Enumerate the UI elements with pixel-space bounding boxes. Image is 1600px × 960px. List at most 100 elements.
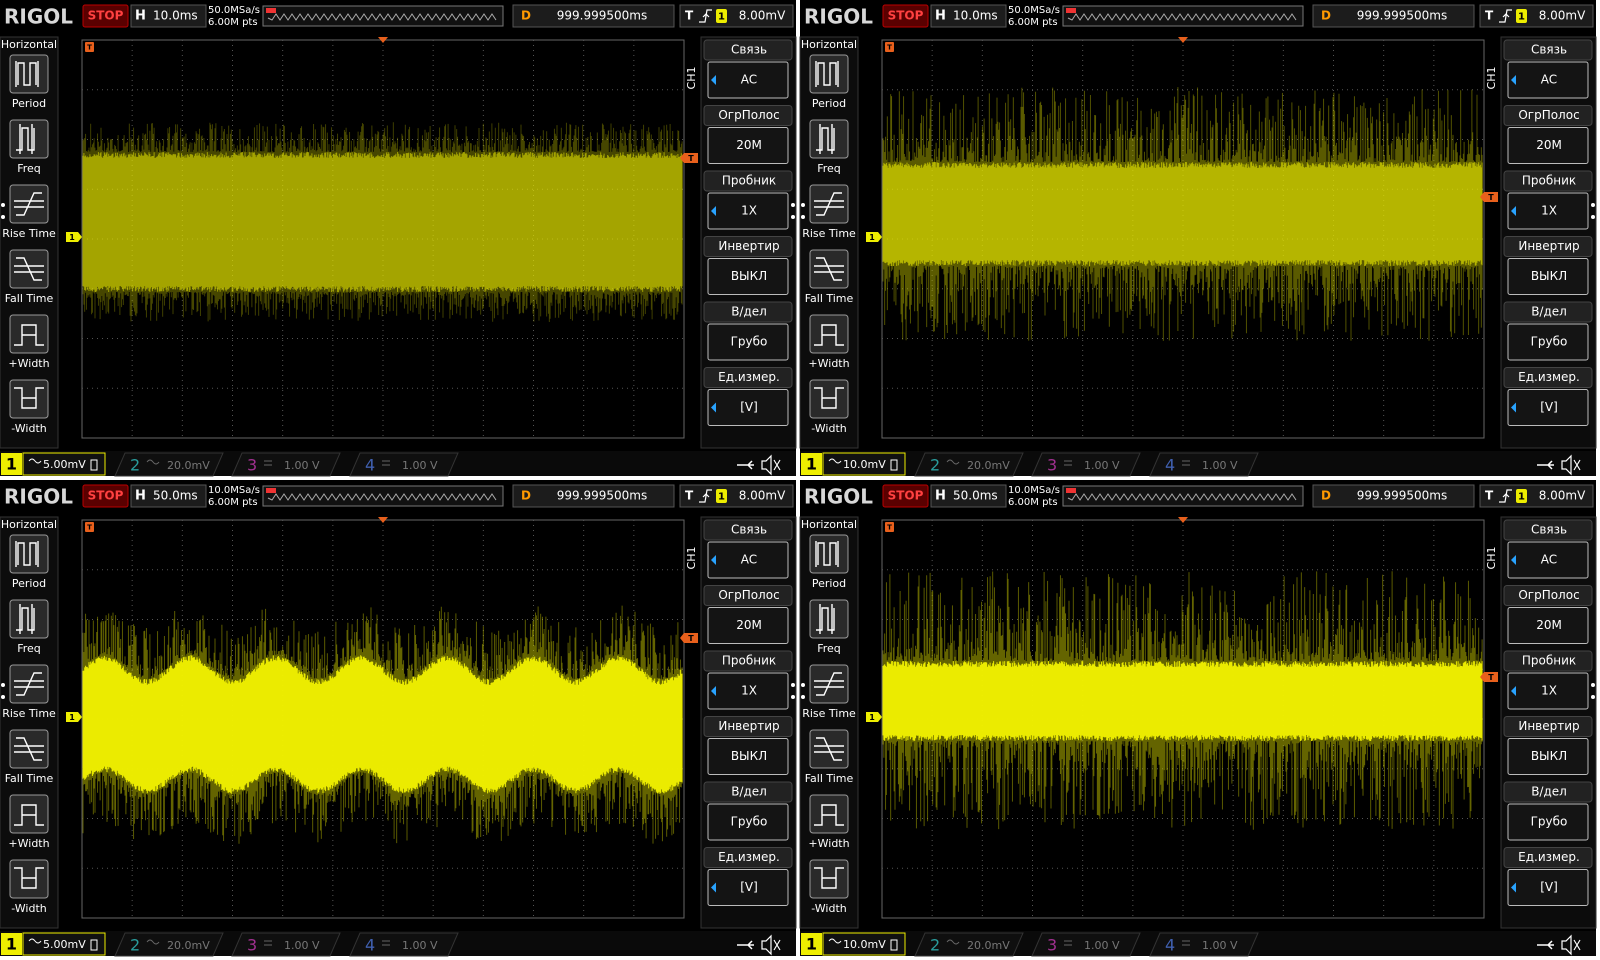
menu-value-box [1507, 672, 1589, 710]
usb-icon [737, 940, 754, 950]
channel-tab [114, 452, 224, 477]
menu-icon [809, 599, 849, 639]
delay-box [512, 4, 675, 28]
channel-scale-box [22, 932, 106, 956]
coupling-symbol [382, 460, 390, 466]
status: STOP [88, 489, 124, 503]
trigger-source: 1 [718, 12, 725, 23]
trigger-position-label: T [87, 524, 92, 532]
left-menu-title: Horizontal [1, 38, 57, 51]
menu-item-label: +Width [808, 357, 849, 370]
sample-rate: 10.0MSa/s [208, 485, 260, 496]
menu-title: В/дел [1531, 305, 1567, 319]
menu-value-box [1507, 738, 1589, 775]
menu-title: Связь [1531, 523, 1567, 537]
menu-title: Инвертир [718, 719, 779, 733]
channel-number-box [801, 933, 822, 955]
channel-scale: 1.00 V [402, 459, 438, 472]
menu-title: В/дел [1531, 785, 1567, 799]
channel-scale: 5.00mV [43, 458, 86, 471]
brand: RIGOL [804, 5, 873, 29]
trigger-level: 8.00mV [1539, 489, 1586, 503]
trigger-source-box [716, 9, 727, 23]
menu-value-box [707, 389, 789, 426]
waveform-core [882, 162, 1483, 266]
channel-scale: 20.0mV [167, 459, 210, 472]
menu-icon-glyph [14, 192, 44, 216]
channel-tab [231, 932, 341, 957]
status: STOP [88, 9, 124, 23]
trigger-source-box [716, 489, 727, 503]
menu-icon-glyph [14, 804, 44, 826]
timebase-label: H [935, 9, 946, 24]
menu-icon-glyph [16, 124, 35, 154]
menu-value: Грубо [1531, 815, 1568, 829]
delay: 999.999500ms [557, 489, 647, 503]
menu-title-box [1503, 585, 1593, 606]
coupling-symbol [264, 940, 272, 946]
menu-value-box [1507, 869, 1589, 906]
channel-tab [1149, 452, 1259, 477]
channel-tab [914, 932, 1024, 957]
trigger-level-marker [1480, 192, 1498, 202]
trigger-label: T [685, 9, 694, 23]
memory-waveform [267, 493, 497, 501]
menu-title-box [1503, 367, 1593, 388]
channel-tab [231, 452, 341, 477]
coupling-symbol [946, 459, 960, 465]
memory-depth: 6.00M pts [208, 497, 258, 508]
trigger-position-marker [885, 42, 894, 52]
menu-value: 1X [741, 684, 757, 698]
channel-menu-label: CH1 [685, 547, 698, 570]
menu-icon [9, 314, 49, 354]
waveform-core [882, 661, 1483, 741]
trigger-edge [1499, 9, 1512, 23]
trigger-position-marker [885, 522, 894, 532]
left-menu-title: Horizontal [801, 38, 857, 51]
channel-offset-label: 1 [69, 713, 75, 722]
usb-icon [1537, 940, 1554, 950]
coupling-symbol [1182, 460, 1190, 466]
trigger-level-marker-label: T [688, 634, 694, 643]
menu-value: [V] [740, 400, 758, 414]
menu-title: Связь [731, 43, 767, 57]
menu-value-box [707, 61, 789, 99]
menu-icon-glyph [14, 257, 44, 281]
memory-pointer [266, 8, 276, 13]
scope-screen: RIGOL STOP H 50.0ms 10.0MSa/s6.00M pts D 999.9… [0, 480, 797, 957]
trigger-level: 8.00mV [1539, 9, 1586, 23]
channel-menu-label: CH1 [1485, 67, 1498, 90]
channel-scale: 20.0mV [167, 939, 210, 952]
menu-icon [9, 794, 49, 834]
channel-scale: 20.0mV [967, 939, 1010, 952]
trigger-level-marker-label: T [1488, 193, 1494, 202]
channel-number: 3 [1047, 936, 1057, 955]
menu-value-box [1507, 803, 1589, 841]
menu-item-label: Rise Time [2, 227, 56, 240]
channel-scale: 20.0mV [967, 459, 1010, 472]
trigger-level-marker [680, 153, 698, 163]
menu-value: [V] [1540, 880, 1558, 894]
menu-title: В/дел [731, 785, 767, 799]
menu-title: Инвертир [1518, 719, 1579, 733]
menu-title: ОгрПолос [718, 108, 779, 122]
trigger-level-marker-label: T [688, 154, 694, 163]
menu-icon-glyph [815, 541, 839, 567]
trigger-level-marker [1480, 672, 1498, 682]
trigger-level-marker [680, 633, 698, 643]
channel-number: 1 [6, 455, 17, 474]
menu-item-label: -Width [11, 902, 47, 915]
menu-value: 1X [1541, 204, 1557, 218]
menu-title: Пробник [1522, 654, 1576, 668]
menu-dot [791, 203, 795, 207]
memory-bar [262, 5, 504, 27]
menu-title-box [703, 585, 793, 606]
menu-item-label: Fall Time [805, 772, 854, 785]
trigger-delay-marker [378, 37, 388, 43]
menu-item-label: -Width [811, 902, 847, 915]
delay: 999.999500ms [557, 9, 647, 23]
channel-number: 3 [247, 936, 257, 955]
menu-arrow [1511, 686, 1516, 696]
menu-icon-glyph [816, 124, 835, 154]
